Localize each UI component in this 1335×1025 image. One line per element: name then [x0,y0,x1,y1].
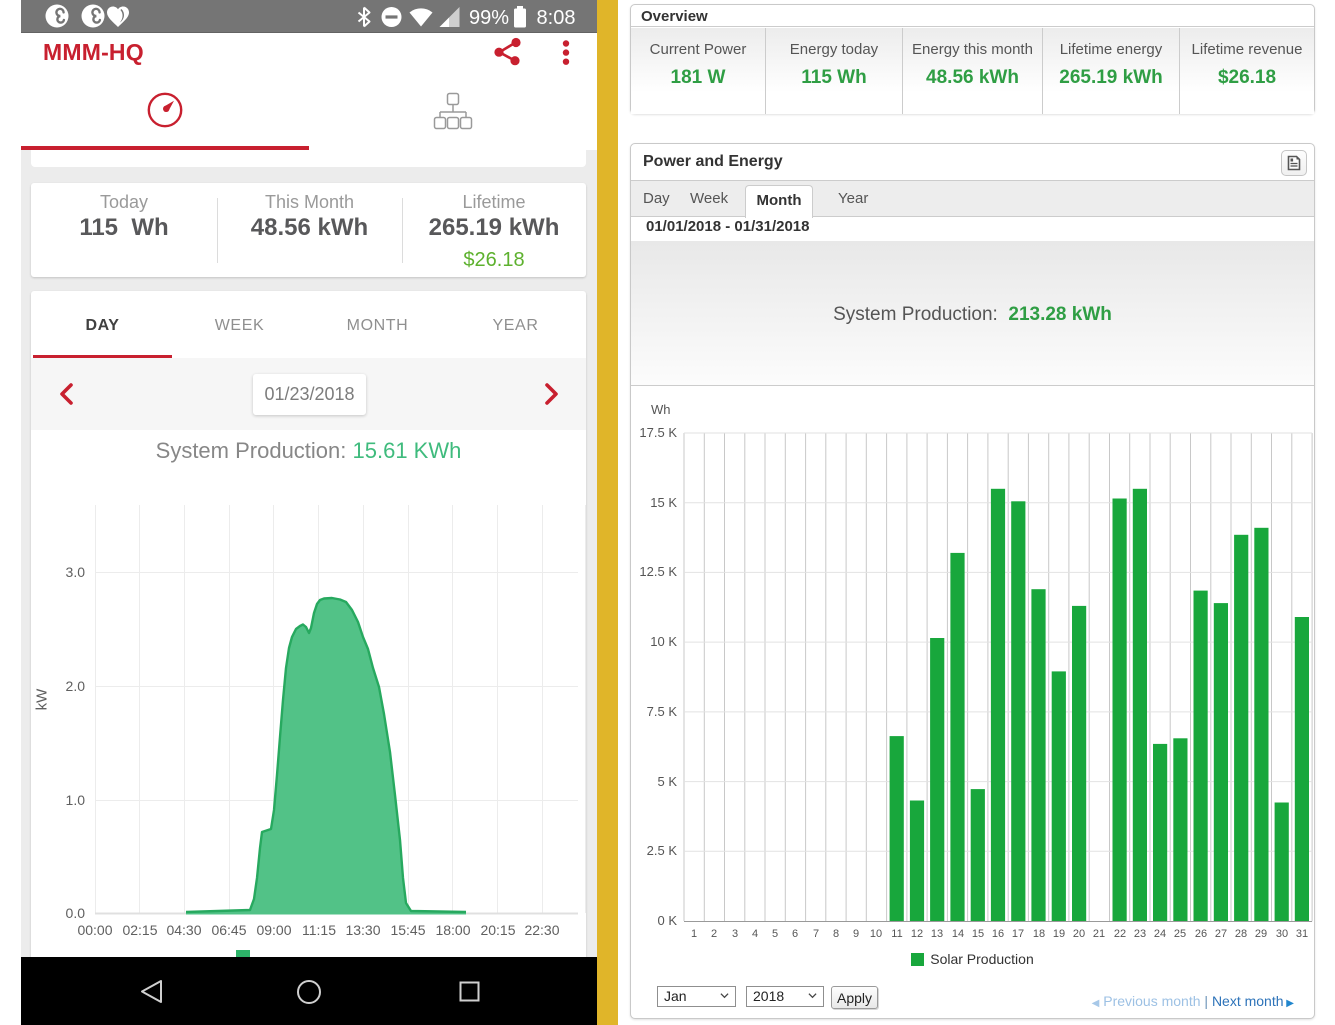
svg-text:8:08: 8:08 [537,7,576,29]
svg-text:99%: 99% [469,7,509,29]
